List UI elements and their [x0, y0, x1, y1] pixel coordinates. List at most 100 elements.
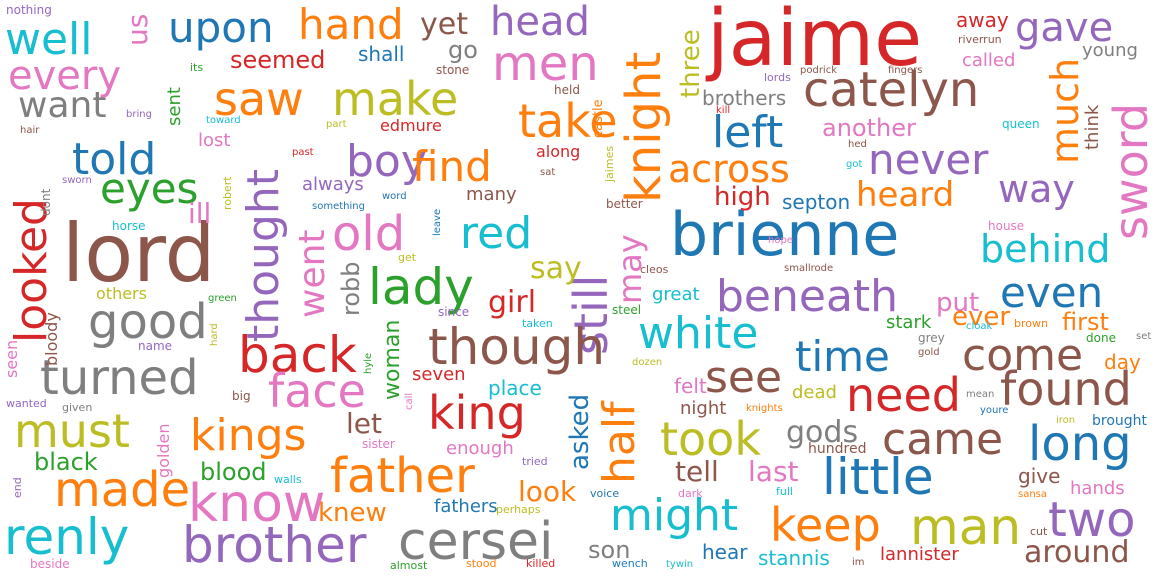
word-end: end: [11, 477, 24, 498]
word-sister: sister: [362, 437, 395, 451]
word-dark: dark: [678, 487, 703, 500]
word-held: held: [554, 83, 580, 97]
word-give: give: [1018, 464, 1061, 488]
word-see: see: [705, 352, 783, 403]
word-horse: horse: [112, 219, 146, 233]
word-dozen: dozen: [632, 357, 663, 368]
word-thought: thought: [238, 168, 289, 342]
word-king: king: [428, 386, 526, 440]
word-turned: turned: [40, 350, 199, 406]
word-house: house: [988, 219, 1025, 233]
word-gold: gold: [918, 347, 940, 358]
word-took: took: [660, 412, 761, 466]
word-bring: bring: [126, 109, 152, 120]
word-gave: gave: [1015, 5, 1114, 51]
word-sansa: sansa: [1018, 489, 1048, 500]
word-tried: tried: [522, 455, 548, 468]
word-good: good: [88, 294, 208, 350]
word-lords: lords: [764, 71, 791, 84]
word-toward: toward: [206, 115, 241, 126]
word-let: let: [346, 407, 382, 440]
word-asked: asked: [565, 393, 595, 470]
word-make: make: [332, 72, 459, 126]
word-hundred: hundred: [808, 441, 867, 457]
word-got: got: [846, 159, 863, 170]
word-need: need: [846, 368, 961, 422]
word-kill: kill: [716, 105, 731, 116]
word-lord: lord: [62, 207, 216, 300]
word-father: father: [330, 448, 475, 504]
word-left: left: [712, 107, 784, 158]
word-grey: grey: [918, 331, 945, 345]
word-upon: upon: [168, 3, 274, 52]
word-around: around: [1024, 535, 1130, 570]
word-fathers: fathers: [434, 496, 498, 517]
word-tywin: tywin: [666, 559, 694, 570]
word-another: another: [822, 114, 916, 142]
word-hed: hed: [848, 139, 867, 150]
word-better: better: [606, 197, 643, 211]
word-smallrode: smallrode: [784, 263, 834, 274]
word-lost: lost: [198, 130, 231, 151]
word-robert: robert: [221, 176, 234, 210]
word-behind: behind: [980, 227, 1111, 271]
word-keep: keep: [770, 498, 881, 552]
word-since: since: [438, 305, 470, 319]
word-word: word: [382, 191, 407, 202]
word-hair: hair: [20, 125, 40, 136]
word-three: three: [676, 29, 706, 98]
word-much: much: [1043, 57, 1087, 164]
word-shall: shall: [358, 42, 405, 66]
word-hands: hands: [1070, 478, 1125, 499]
word-brought: brought: [1092, 413, 1148, 429]
word-cleos: cleos: [640, 263, 669, 276]
word-brothers: brothers: [702, 86, 787, 110]
word-knew: knew: [318, 498, 387, 528]
word-long: long: [1028, 416, 1132, 472]
word-green: green: [208, 293, 237, 304]
word-must: must: [14, 404, 130, 458]
word-given: given: [62, 401, 93, 414]
word-kings: kings: [190, 410, 307, 461]
word-bloody: bloody: [42, 312, 61, 366]
word-always: always: [302, 174, 364, 195]
word-beside: beside: [30, 557, 70, 571]
word-jaime: jaime: [707, 0, 923, 84]
word-cersei: cersei: [398, 512, 554, 572]
word-stark: stark: [886, 312, 932, 333]
word-away: away: [956, 8, 1009, 32]
word-enough: enough: [446, 438, 514, 459]
word-youre: youre: [980, 405, 1009, 416]
word-castle: castle: [591, 99, 606, 138]
word-across: across: [668, 147, 790, 191]
word-found: found: [1000, 362, 1132, 416]
word-back: back: [238, 326, 357, 384]
word-renly: renly: [4, 508, 130, 566]
word-men: men: [492, 36, 599, 92]
word-man: man: [910, 498, 1022, 556]
word-name: name: [138, 339, 173, 353]
word-lannister: lannister: [880, 544, 959, 565]
word-way: way: [998, 167, 1075, 211]
word-killed: killed: [526, 557, 556, 570]
word-get: get: [398, 251, 417, 264]
word-eyes: eyes: [100, 164, 199, 213]
word-septon: septon: [782, 190, 851, 214]
word-seen: seen: [2, 339, 21, 378]
word-heard: heard: [856, 175, 955, 215]
word-last: last: [748, 455, 799, 488]
word-saw: saw: [214, 72, 304, 126]
word-im: im: [852, 557, 865, 568]
word-wench: wench: [612, 557, 648, 570]
word-boy: boy: [346, 136, 427, 187]
word-come: come: [962, 330, 1084, 381]
word-edmure: edmure: [380, 116, 442, 135]
word-podrick: podrick: [800, 65, 837, 76]
word-day: day: [1104, 350, 1141, 374]
word-riverrun: riverrun: [958, 33, 1002, 46]
word-say: say: [530, 251, 582, 286]
word-gods: gods: [786, 415, 859, 450]
word-done: done: [1086, 331, 1116, 345]
word-two: two: [1048, 492, 1136, 548]
word-never: never: [868, 135, 989, 184]
